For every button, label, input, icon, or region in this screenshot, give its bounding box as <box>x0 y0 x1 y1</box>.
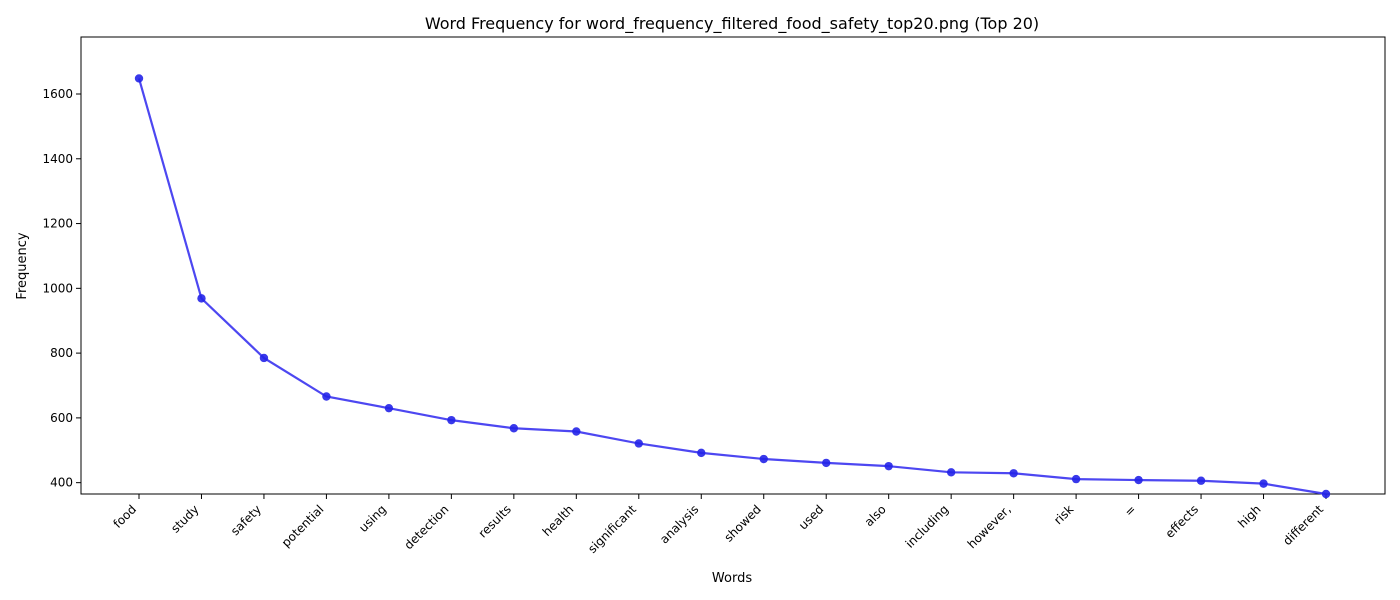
data-point <box>1071 474 1081 484</box>
y-tick-label: 1000 <box>42 281 73 295</box>
data-point <box>946 468 956 477</box>
series-group <box>134 74 1331 499</box>
x-tick-label: effects <box>1163 502 1202 541</box>
x-tick-label: used <box>796 502 826 532</box>
x-tick-label: results <box>476 502 514 540</box>
data-point <box>634 439 643 448</box>
x-axis: food study safety potential using detection re… <box>110 494 1327 556</box>
data-point <box>572 427 581 436</box>
x-tick-label: high <box>1235 502 1263 530</box>
x-tick-label: potential <box>279 502 327 550</box>
x-tick-label: also <box>862 502 889 529</box>
data-point <box>384 403 394 413</box>
x-tick-label: risk <box>1051 502 1076 527</box>
data-point <box>509 424 519 433</box>
x-tick-label: safety <box>228 502 264 538</box>
data-point <box>447 415 456 425</box>
y-axis: 400 600 800 1000 1200 1400 1600 <box>42 87 81 490</box>
y-tick-label: 1400 <box>42 152 73 166</box>
x-axis-label: Words <box>712 571 752 586</box>
y-axis-label: Frequency <box>15 232 30 299</box>
data-point <box>822 458 831 468</box>
x-tick-label: showed <box>721 502 763 544</box>
data-point <box>884 461 893 471</box>
x-tick-label: however, <box>965 502 1014 551</box>
x-tick-label: different <box>1280 502 1326 548</box>
x-tick-label: detection <box>402 502 452 552</box>
data-point <box>1259 479 1268 488</box>
data-point <box>1196 476 1206 485</box>
x-tick-label: significant <box>585 502 639 556</box>
data-point <box>1321 489 1331 499</box>
x-tick-label: including <box>903 502 952 551</box>
y-tick-label: 600 <box>50 411 73 425</box>
y-tick-label: 1600 <box>42 87 73 101</box>
y-tick-label: 400 <box>50 476 73 490</box>
x-tick-label: study <box>168 502 201 535</box>
x-tick-label: analysis <box>657 502 701 546</box>
data-point <box>1009 469 1018 478</box>
x-tick-label: = <box>1122 502 1139 519</box>
x-tick-label: using <box>356 502 389 535</box>
series-line <box>137 78 1327 496</box>
data-point <box>759 454 768 464</box>
data-point <box>1134 475 1143 485</box>
data-point <box>259 353 269 363</box>
y-tick-label: 1200 <box>42 217 73 231</box>
data-point <box>134 74 144 83</box>
data-point <box>197 294 206 303</box>
y-tick-label: 800 <box>50 346 73 360</box>
data-point <box>697 448 706 458</box>
x-tick-label: food <box>110 502 139 531</box>
plot-area-frame <box>80 36 1386 495</box>
x-tick-label: health <box>540 502 577 539</box>
data-point <box>322 392 331 401</box>
chart-title: Word Frequency for word_frequency_filter… <box>425 14 1039 34</box>
